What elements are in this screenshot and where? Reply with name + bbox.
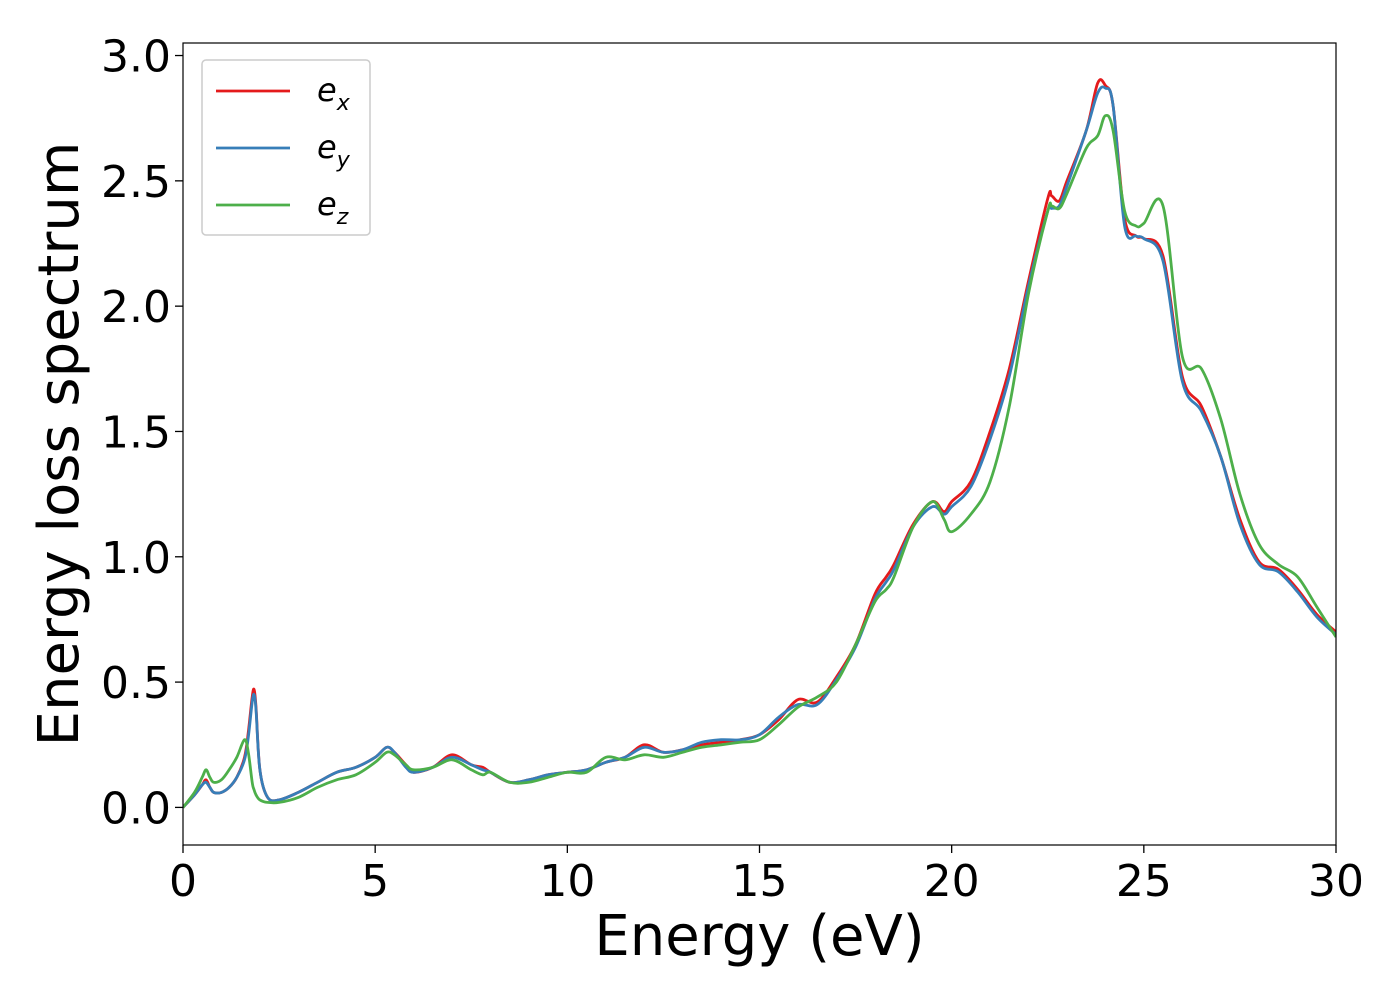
x-axis: 0 5 10 15 20 25 30 [169, 845, 1364, 907]
y-tick-label: 2.0 [101, 282, 171, 333]
x-tick-label: 25 [1116, 856, 1172, 907]
series-line-ey [183, 85, 1336, 809]
y-tick-label: 1.0 [101, 533, 171, 584]
x-axis-title: Energy (eV) [594, 904, 924, 969]
y-tick-label: 0.0 [101, 783, 171, 834]
y-tick-label: 2.5 [101, 157, 171, 208]
legend-label-ez: ez [317, 185, 349, 230]
y-tick-label: 0.5 [101, 658, 171, 709]
x-tick-label: 10 [539, 856, 595, 907]
x-tick-label: 30 [1308, 856, 1364, 907]
y-tick-label: 3.0 [101, 32, 171, 83]
x-tick-label: 15 [732, 856, 788, 907]
y-axis: 0.0 0.5 1.0 1.5 2.0 2.5 3.0 [101, 32, 183, 834]
series-lines [183, 78, 1336, 809]
x-tick-label: 0 [169, 856, 197, 907]
x-tick-label: 20 [924, 856, 980, 907]
series-line-ez [183, 114, 1336, 809]
x-tick-label: 5 [361, 856, 389, 907]
y-tick-label: 1.5 [101, 407, 171, 458]
y-axis-title: Energy loss spectrum [27, 142, 92, 747]
